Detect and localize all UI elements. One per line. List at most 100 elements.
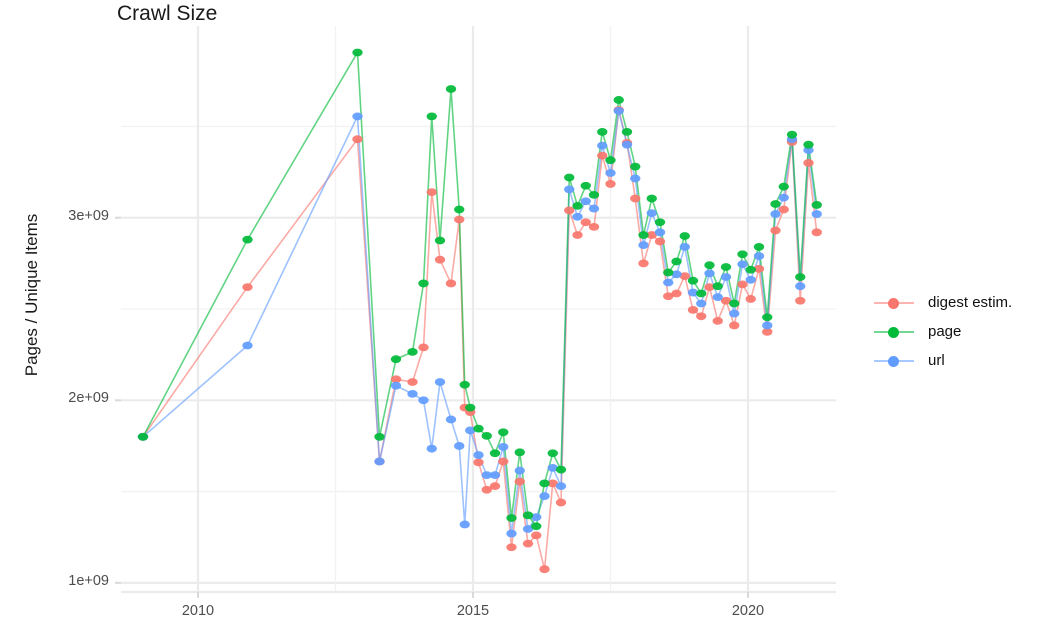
data-point xyxy=(745,275,756,284)
legend-label: digest estim. xyxy=(928,294,1013,311)
data-point xyxy=(597,141,608,150)
data-point xyxy=(407,348,418,356)
data-point xyxy=(459,520,470,529)
legend-key-icon xyxy=(872,290,916,316)
y-tick-label: 1e+09 xyxy=(68,572,109,589)
legend-dot-icon xyxy=(888,355,899,367)
data-point xyxy=(539,492,550,501)
data-point xyxy=(572,231,583,239)
data-point xyxy=(531,513,542,522)
data-point xyxy=(811,201,822,209)
data-point xyxy=(242,341,253,350)
data-point xyxy=(564,173,575,182)
data-point xyxy=(605,156,616,165)
legend-item[interactable]: digest estim. xyxy=(872,288,1057,317)
data-point xyxy=(687,288,699,297)
data-point xyxy=(489,471,501,480)
data-point xyxy=(481,471,492,480)
data-point xyxy=(489,449,501,458)
data-point xyxy=(407,390,418,398)
data-point xyxy=(663,268,674,277)
data-point xyxy=(242,283,253,291)
data-point xyxy=(481,485,492,494)
data-point xyxy=(654,228,666,237)
data-point xyxy=(696,289,707,298)
data-point xyxy=(605,180,616,188)
data-point xyxy=(539,565,550,574)
data-point xyxy=(621,140,633,149)
data-point xyxy=(572,201,583,210)
data-point xyxy=(481,431,492,440)
data-point xyxy=(729,309,740,318)
data-point xyxy=(434,378,446,386)
data-point xyxy=(811,228,822,237)
data-point xyxy=(498,457,509,466)
data-point xyxy=(795,296,806,305)
data-point xyxy=(720,273,732,281)
data-point xyxy=(729,321,740,330)
legend-item[interactable]: page xyxy=(872,317,1057,346)
chart-title: Crawl Size xyxy=(117,2,218,25)
data-point xyxy=(654,218,666,227)
data-point xyxy=(426,112,437,121)
legend-item[interactable]: url xyxy=(872,346,1057,375)
data-point xyxy=(679,243,690,251)
data-point xyxy=(646,194,657,203)
data-point xyxy=(778,182,789,191)
data-point xyxy=(638,231,649,239)
data-point xyxy=(564,206,575,215)
x-tick-label: 2010 xyxy=(181,603,215,619)
data-point xyxy=(795,282,806,291)
data-point xyxy=(621,127,633,136)
data-point xyxy=(704,269,715,278)
data-point xyxy=(445,85,457,93)
data-point xyxy=(506,529,517,538)
data-point xyxy=(795,273,806,281)
data-point xyxy=(137,432,149,441)
data-point xyxy=(352,48,363,57)
data-point xyxy=(687,276,699,285)
data-point xyxy=(547,479,558,488)
data-point xyxy=(671,289,682,298)
data-point xyxy=(242,235,253,244)
data-point xyxy=(630,174,641,183)
data-point xyxy=(418,396,429,405)
data-point xyxy=(426,444,437,453)
data-point xyxy=(454,442,465,450)
data-point xyxy=(454,205,465,214)
data-point xyxy=(712,293,723,302)
data-point xyxy=(374,457,385,466)
data-point xyxy=(671,270,682,279)
data-point xyxy=(778,193,789,202)
legend-key-icon xyxy=(872,348,916,374)
data-point xyxy=(605,169,616,177)
data-point xyxy=(712,282,723,291)
data-point xyxy=(778,205,789,214)
data-point xyxy=(506,514,517,522)
data-point xyxy=(811,210,822,218)
data-point xyxy=(465,426,476,435)
legend-label: url xyxy=(928,352,945,369)
x-tick-label: 2015 xyxy=(456,603,490,619)
data-point xyxy=(514,448,525,457)
data-point xyxy=(473,451,484,459)
data-point xyxy=(426,188,437,197)
data-point xyxy=(572,212,583,221)
data-point xyxy=(498,428,509,437)
data-point xyxy=(663,278,674,287)
legend: digest estim. page url xyxy=(872,288,1057,375)
data-point xyxy=(522,525,534,533)
data-point xyxy=(687,306,699,314)
data-point xyxy=(696,312,707,321)
data-point xyxy=(704,283,715,291)
data-point xyxy=(588,222,600,231)
data-point xyxy=(753,264,765,273)
data-point xyxy=(762,321,773,330)
data-point xyxy=(547,463,558,472)
data-point xyxy=(418,343,429,352)
data-point xyxy=(580,218,591,227)
data-point xyxy=(679,232,690,240)
data-point xyxy=(522,511,534,520)
